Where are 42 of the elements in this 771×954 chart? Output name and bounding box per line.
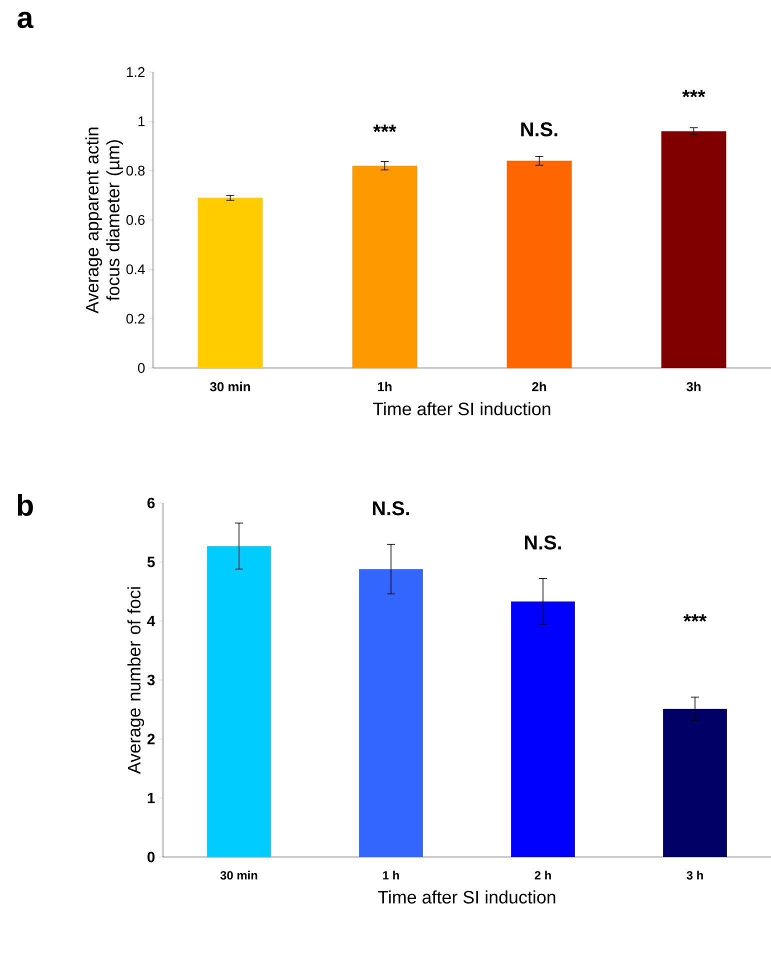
y-axis-title: Average number of foci xyxy=(127,587,144,774)
bar xyxy=(661,131,726,368)
annotation: *** xyxy=(683,614,707,622)
y-tick-label: 0.4 xyxy=(126,264,145,274)
annotation: N.S. xyxy=(521,122,558,136)
y-tick-label: 6 xyxy=(147,498,155,508)
text: a xyxy=(18,12,34,28)
y-tick-label: 0.2 xyxy=(126,314,145,324)
y-tick-label: 1 xyxy=(138,116,145,126)
x-axis-title: Time after SI induction xyxy=(378,890,556,904)
bar xyxy=(207,546,271,857)
y-tick-label: 1 xyxy=(148,792,155,804)
bar xyxy=(663,708,727,857)
x-tick-label: 1 h xyxy=(383,870,399,880)
x-tick-label: 3 h xyxy=(686,870,703,880)
x-tick-label: 2h xyxy=(532,382,546,392)
bar xyxy=(198,198,263,368)
y-axis-title: Average apparent actin focus diameter (µm) xyxy=(85,128,123,314)
y-tick-label: 5 xyxy=(147,556,155,568)
y-tick-label: 4 xyxy=(147,616,156,626)
bar xyxy=(511,602,575,857)
x-tick-label: 30 min xyxy=(210,382,250,392)
y-tick-label: 0.8 xyxy=(126,166,145,176)
y-tick-label: 0.6 xyxy=(126,215,145,225)
bar xyxy=(506,160,572,368)
annotation: N.S. xyxy=(524,535,561,550)
x-tick-label: 30 min xyxy=(220,870,258,880)
x-tick-label: 1h xyxy=(378,382,392,392)
y-tick-label: 0 xyxy=(148,852,155,862)
annotation: N.S. xyxy=(372,501,409,516)
x-axis-title: Time after SI induction xyxy=(373,402,550,416)
y-tick-label: 1.2 xyxy=(126,67,145,77)
text: b xyxy=(18,494,33,516)
bar xyxy=(359,569,423,857)
annotation: *** xyxy=(682,90,706,98)
x-tick-label: 2 h xyxy=(534,870,551,880)
annotation: *** xyxy=(373,124,396,132)
y-tick-label: 3 xyxy=(147,674,155,686)
y-tick-label: 2 xyxy=(147,734,155,744)
x-tick-label: 3h xyxy=(686,382,701,392)
y-tick-label: 0 xyxy=(138,363,145,373)
bar xyxy=(352,166,418,368)
